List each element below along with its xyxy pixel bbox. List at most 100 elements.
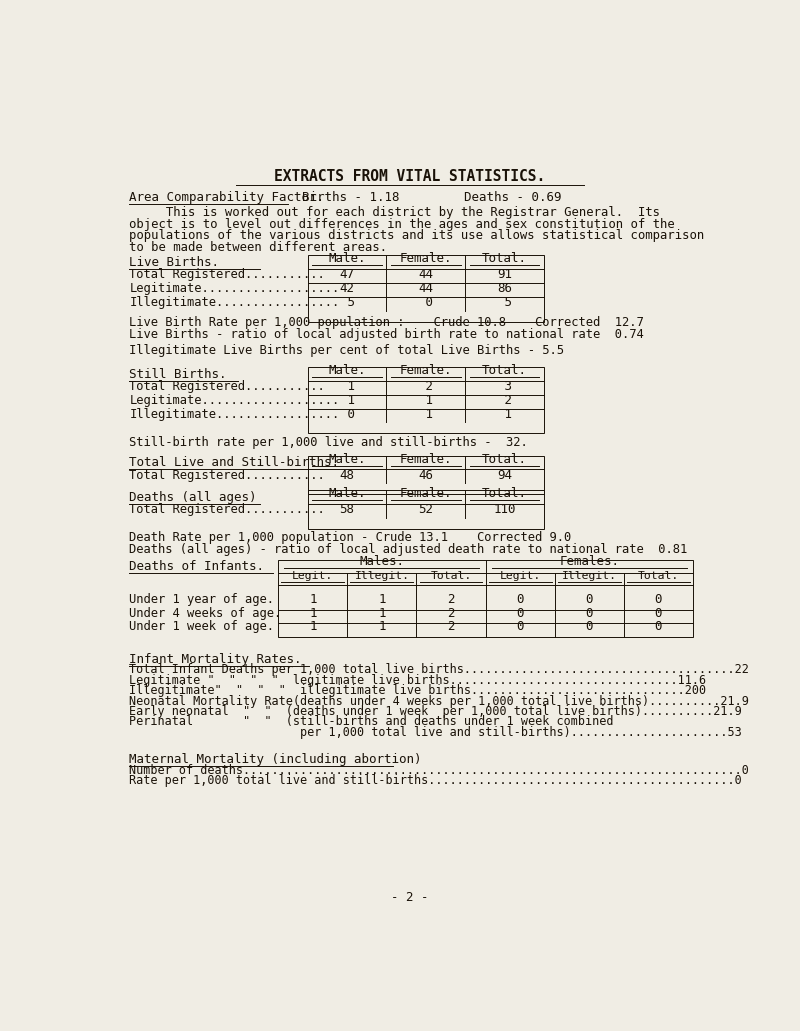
Text: 2: 2 (447, 593, 454, 605)
Text: 110: 110 (494, 503, 516, 517)
Text: Deaths - 0.69: Deaths - 0.69 (464, 191, 562, 204)
Text: 1: 1 (497, 408, 512, 421)
Text: Total.: Total. (430, 571, 472, 580)
Text: 0: 0 (586, 621, 593, 633)
Text: Illegit.: Illegit. (562, 571, 617, 580)
Text: Total Registered...........: Total Registered........... (130, 380, 325, 393)
Text: 2: 2 (447, 606, 454, 620)
Text: Rate per 1,000 total live and still-births......................................: Rate per 1,000 total live and still-birt… (130, 774, 742, 787)
Text: 0: 0 (418, 296, 434, 309)
Text: Legit.: Legit. (499, 571, 541, 580)
Text: Total.: Total. (638, 571, 679, 580)
Text: 1: 1 (309, 606, 317, 620)
Text: 1: 1 (418, 408, 434, 421)
Text: 2: 2 (447, 621, 454, 633)
Text: 86: 86 (497, 282, 512, 295)
Text: 91: 91 (497, 268, 512, 281)
Text: Total.: Total. (482, 453, 527, 466)
Text: 5: 5 (497, 296, 512, 309)
Text: Still Births.: Still Births. (130, 368, 227, 380)
Text: Male.: Male. (328, 453, 366, 466)
Text: Still-birth rate per 1,000 live and still-births -  32.: Still-birth rate per 1,000 live and stil… (130, 435, 528, 448)
Text: 5: 5 (339, 296, 354, 309)
Text: 3: 3 (497, 380, 512, 393)
Text: Deaths (all ages) - ratio of local adjusted death rate to national rate  0.81: Deaths (all ages) - ratio of local adjus… (130, 543, 688, 557)
Text: 52: 52 (418, 503, 434, 517)
Text: 0: 0 (339, 408, 354, 421)
Text: Legitimate...................: Legitimate................... (130, 394, 340, 407)
Text: Female.: Female. (400, 253, 452, 265)
Text: 0: 0 (586, 606, 593, 620)
Text: 0: 0 (654, 621, 662, 633)
Text: Male.: Male. (328, 253, 366, 265)
Text: 1: 1 (418, 394, 434, 407)
Bar (278, 560, 693, 637)
Text: Deaths of Infants.: Deaths of Infants. (130, 560, 265, 573)
Text: Under 4 weeks of age.: Under 4 weeks of age. (130, 606, 282, 620)
Text: Live Births.: Live Births. (130, 256, 219, 269)
Text: 48: 48 (339, 469, 354, 481)
Text: Neonatal Mortality Rate(deaths under 4 weeks per 1,000 total live births).......: Neonatal Mortality Rate(deaths under 4 w… (130, 695, 750, 707)
Text: Perinatal       "  "  (still-births and deaths under 1 week combined: Perinatal " " (still-births and deaths u… (130, 716, 614, 729)
Text: Legitimate "  "  "  "  legitimate live births................................11.: Legitimate " " " " legitimate live birth… (130, 674, 706, 687)
Bar (308, 256, 544, 322)
Text: Females.: Females. (559, 555, 619, 568)
Text: Total Registered...........: Total Registered........... (130, 503, 325, 517)
Text: per 1,000 total live and still-births)......................53: per 1,000 total live and still-births)..… (130, 726, 742, 739)
Text: Death Rate per 1,000 population - Crude 13.1    Corrected 9.0: Death Rate per 1,000 population - Crude … (130, 531, 572, 544)
Text: 1: 1 (378, 606, 386, 620)
Text: Area Comparability Factor.: Area Comparability Factor. (130, 191, 325, 204)
Text: This is worked out for each district by the Registrar General.  Its: This is worked out for each district by … (130, 206, 661, 220)
Text: Female.: Female. (400, 364, 452, 377)
Text: 1: 1 (378, 621, 386, 633)
Text: 42: 42 (339, 282, 354, 295)
Text: object is to level out differences in the ages and sex constitution of the: object is to level out differences in th… (130, 218, 675, 231)
Text: to be made between different areas.: to be made between different areas. (130, 241, 387, 254)
Text: Illegitimate.................: Illegitimate................. (130, 408, 340, 421)
Text: 0: 0 (516, 606, 524, 620)
Text: 1: 1 (378, 593, 386, 605)
Text: 0: 0 (654, 593, 662, 605)
Text: Illegitimate Live Births per cent of total Live Births - 5.5: Illegitimate Live Births per cent of tot… (130, 344, 565, 357)
Text: Total.: Total. (482, 364, 527, 377)
Text: Total Registered...........: Total Registered........... (130, 469, 325, 481)
Text: Total Infant Deaths per 1,000 total live births.................................: Total Infant Deaths per 1,000 total live… (130, 664, 750, 676)
Text: 2: 2 (418, 380, 434, 393)
Text: 1: 1 (339, 394, 354, 407)
Text: Legitimate...................: Legitimate................... (130, 282, 340, 295)
Text: Under 1 week of age.: Under 1 week of age. (130, 621, 274, 633)
Text: 0: 0 (586, 593, 593, 605)
Text: 2: 2 (497, 394, 512, 407)
Bar (308, 367, 544, 433)
Text: Births - 1.18: Births - 1.18 (302, 191, 399, 204)
Text: Live Birth Rate per 1,000 population :-   Crude 10.8    Corrected  12.7: Live Birth Rate per 1,000 population :- … (130, 317, 644, 329)
Bar (308, 456, 544, 494)
Text: Deaths (all ages): Deaths (all ages) (130, 491, 257, 504)
Text: 1: 1 (309, 593, 317, 605)
Text: Male.: Male. (328, 488, 366, 500)
Text: Total.: Total. (482, 488, 527, 500)
Text: Infant Mortality Rates.: Infant Mortality Rates. (130, 653, 302, 666)
Text: Female.: Female. (400, 453, 452, 466)
Text: 58: 58 (339, 503, 354, 517)
Text: 0: 0 (516, 593, 524, 605)
Text: 0: 0 (516, 621, 524, 633)
Text: Total Live and Still-births.: Total Live and Still-births. (130, 457, 339, 469)
Text: 0: 0 (654, 606, 662, 620)
Text: Early neonatal  "  "  (deaths under 1 week  per 1,000 total live births)........: Early neonatal " " (deaths under 1 week … (130, 705, 742, 718)
Text: Illegit.: Illegit. (354, 571, 410, 580)
Text: 46: 46 (418, 469, 434, 481)
Text: Maternal Mortality (including abortion): Maternal Mortality (including abortion) (130, 753, 422, 766)
Text: Number of deaths................................................................: Number of deaths........................… (130, 764, 750, 776)
Text: 47: 47 (339, 268, 354, 281)
Text: Males.: Males. (359, 555, 405, 568)
Text: populations of the various districts and its use allows statistical comparison: populations of the various districts and… (130, 229, 705, 242)
Text: Total.: Total. (482, 253, 527, 265)
Text: Legit.: Legit. (292, 571, 334, 580)
Text: Illegitimate"  "  "  "  illegitimate live births..............................20: Illegitimate" " " " illegitimate live bi… (130, 685, 706, 697)
Text: 1: 1 (309, 621, 317, 633)
Text: Live Births - ratio of local adjusted birth rate to national rate  0.74: Live Births - ratio of local adjusted bi… (130, 328, 644, 341)
Text: 44: 44 (418, 268, 434, 281)
Text: 44: 44 (418, 282, 434, 295)
Text: Under 1 year of age.: Under 1 year of age. (130, 593, 274, 605)
